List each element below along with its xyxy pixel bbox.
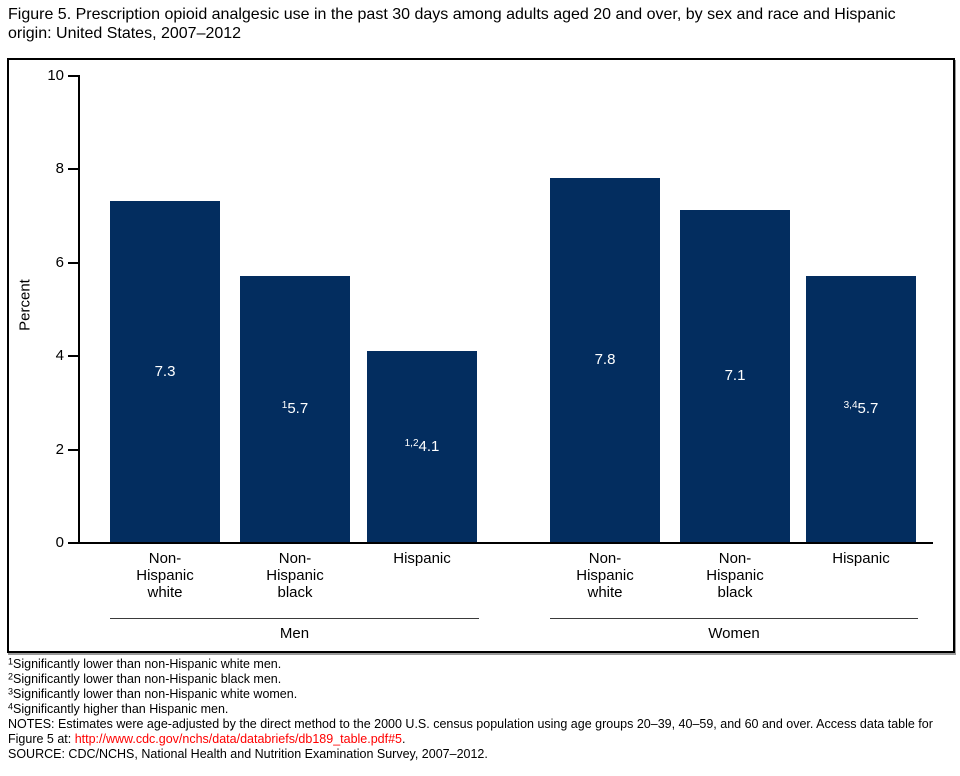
- y-tick-label-6: 6: [55, 253, 64, 271]
- y-tick-label-4: 4: [55, 347, 64, 365]
- bar-women-3: [806, 276, 916, 542]
- group-line-men: [110, 618, 479, 619]
- y-tick-label-8: 8: [55, 160, 64, 178]
- y-tick-10: [68, 75, 78, 77]
- footnote-3-marker: 3: [8, 686, 14, 697]
- footnote-2-text: Significantly lower than non-Hispanic bl…: [13, 672, 282, 686]
- notes-text: NOTES: Estimates were age-adjusted by th…: [8, 717, 933, 746]
- bar-women-2: [680, 210, 790, 542]
- x-category-label: Non- Hispanic white: [576, 550, 634, 601]
- bar-value-label: 7.8: [594, 351, 616, 368]
- y-axis-label: Percent: [16, 279, 34, 331]
- y-tick-label-0: 0: [55, 534, 64, 551]
- data-table-link[interactable]: http://www.cdc.gov/nchs/data/databriefs/…: [74, 732, 403, 746]
- group-label-men: Men: [279, 625, 310, 642]
- x-category-label: Non- Hispanic black: [266, 550, 324, 601]
- bar-value-superscript: 1: [281, 400, 288, 411]
- bar-men-1: [110, 201, 220, 542]
- footnote-1-text: Significantly lower than non-Hispanic wh…: [13, 657, 282, 671]
- bar-value-superscript: 1,2: [404, 437, 419, 449]
- footnote-4-text: Significantly higher than Hispanic men.: [13, 702, 229, 716]
- footnote-1: 1Significantly lower than non-Hispanic w…: [8, 657, 953, 672]
- notes-line: NOTES: Estimates were age-adjusted by th…: [8, 717, 953, 747]
- y-tick-2: [68, 448, 78, 451]
- group-label-women: Women: [708, 625, 760, 642]
- bar-value-label: 3,45.7: [843, 400, 879, 417]
- footnote-4-marker: 4: [8, 701, 14, 712]
- x-category-label: Hispanic: [832, 550, 890, 567]
- footnote-3: 3Significantly lower than non-Hispanic w…: [8, 687, 953, 702]
- x-category-label: Non- Hispanic black: [706, 550, 764, 601]
- bar-men-2: [240, 276, 350, 542]
- chart-frame: Percent 0 2 4 6 8 10 7.3 Non- Hispanic white 15.…: [7, 58, 955, 653]
- bar-value-label: 7.3: [154, 362, 176, 380]
- bar-women-1: [550, 178, 660, 542]
- footnote-3-text: Significantly lower than non-Hispanic wh…: [13, 687, 298, 701]
- x-axis-line: [78, 542, 933, 544]
- bar-value-label: 7.1: [724, 367, 746, 384]
- footnote-1-marker: 1: [8, 656, 14, 667]
- y-tick-6: [68, 261, 78, 264]
- y-tick-label-2: 2: [55, 440, 64, 458]
- y-axis-line: [78, 75, 80, 544]
- notes-suffix: .: [402, 732, 406, 746]
- bar-value-superscript: 3,4: [843, 400, 858, 411]
- plot-area: Percent 0 2 4 6 8 10 7.3 Non- Hispanic white 15.…: [9, 60, 953, 651]
- y-tick-8: [68, 168, 78, 171]
- bar-value-label: 1,24.1: [404, 437, 440, 455]
- source-line: SOURCE: CDC/NCHS, National Health and Nu…: [8, 747, 488, 761]
- y-tick-0: [68, 542, 78, 544]
- x-category-label: Hispanic: [393, 550, 451, 567]
- y-tick-label-10: 10: [47, 67, 64, 84]
- group-line-women: [550, 618, 918, 619]
- bar-value-label: 15.7: [281, 400, 309, 417]
- x-category-label: Non- Hispanic white: [136, 550, 194, 601]
- footnote-block: 1Significantly lower than non-Hispanic w…: [8, 657, 953, 762]
- footnote-2: 2Significantly lower than non-Hispanic b…: [8, 672, 953, 687]
- bar-men-3: [367, 351, 477, 542]
- y-tick-4: [68, 355, 78, 358]
- footnote-2-marker: 2: [8, 671, 14, 682]
- footnote-4: 4Significantly higher than Hispanic men.: [8, 702, 953, 717]
- figure-title: Figure 5. Prescription opioid analgesic …: [8, 6, 896, 42]
